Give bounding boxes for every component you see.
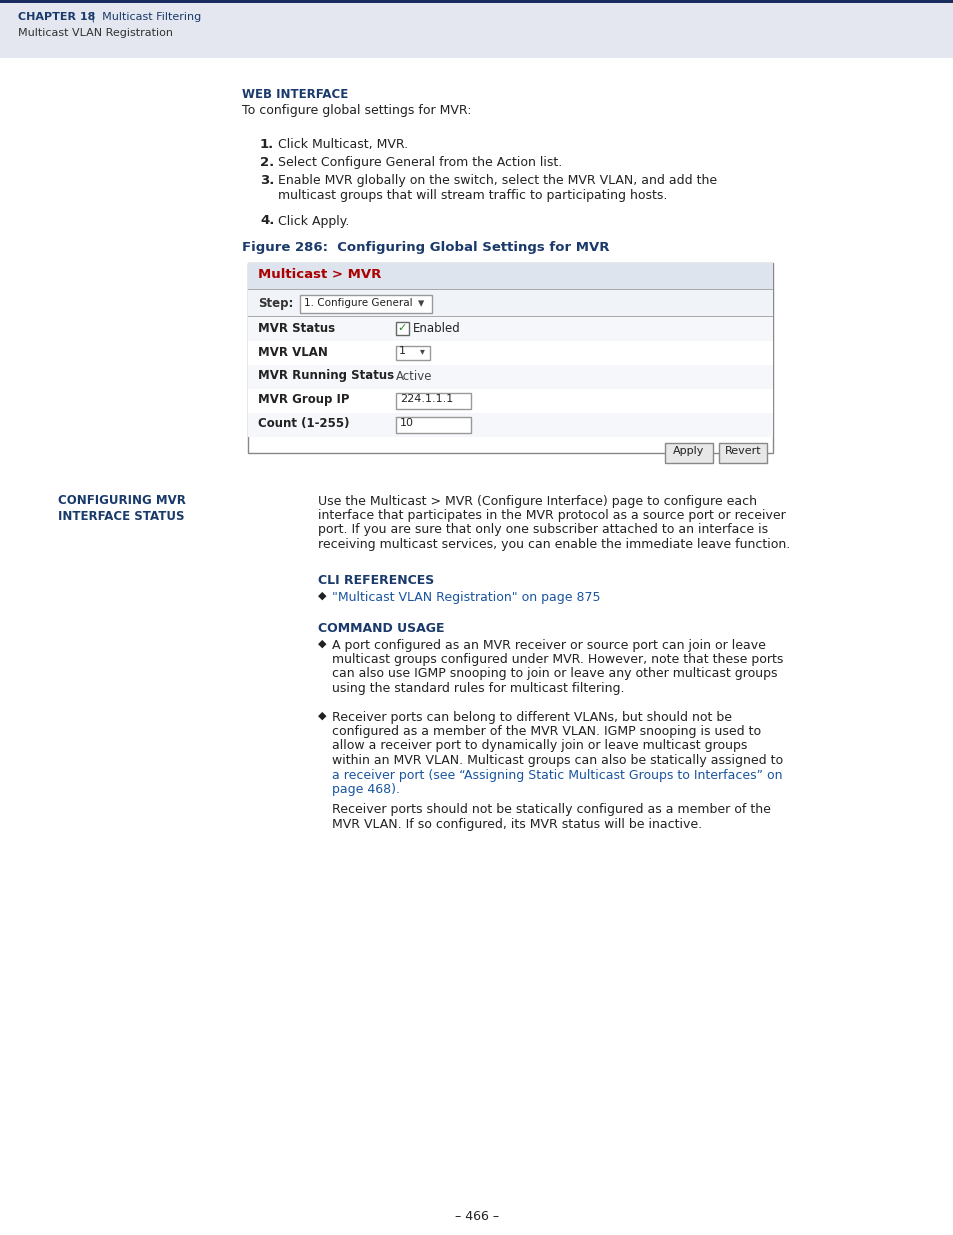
Text: Use the Multicast > MVR (Configure Interface) page to configure each: Use the Multicast > MVR (Configure Inter… <box>317 494 757 508</box>
Text: A port configured as an MVR receiver or source port can join or leave: A port configured as an MVR receiver or … <box>332 638 765 652</box>
Text: Receiver ports can belong to different VLANs, but should not be: Receiver ports can belong to different V… <box>332 710 731 724</box>
Text: multicast groups configured under MVR. However, note that these ports: multicast groups configured under MVR. H… <box>332 653 782 666</box>
Text: Multicast > MVR: Multicast > MVR <box>257 268 381 282</box>
Text: ◆: ◆ <box>317 638 326 648</box>
Bar <box>395 393 471 409</box>
Text: Revert: Revert <box>724 447 760 457</box>
Bar <box>299 294 432 312</box>
Bar <box>719 442 766 462</box>
Text: 10: 10 <box>399 419 414 429</box>
Text: – 466 –: – 466 – <box>455 1210 498 1223</box>
Text: MVR VLAN: MVR VLAN <box>257 346 328 358</box>
Text: Count (1-255): Count (1-255) <box>257 417 349 431</box>
Text: CONFIGURING MVR: CONFIGURING MVR <box>58 494 186 508</box>
Text: MVR Group IP: MVR Group IP <box>257 394 349 406</box>
Text: port. If you are sure that only one subscriber attached to an interface is: port. If you are sure that only one subs… <box>317 524 767 536</box>
Bar <box>395 321 409 335</box>
Text: ◆: ◆ <box>317 710 326 720</box>
Bar <box>664 442 712 462</box>
Text: within an MVR VLAN. Multicast groups can also be statically assigned to: within an MVR VLAN. Multicast groups can… <box>332 755 782 767</box>
Text: Enable MVR globally on the switch, select the MVR VLAN, and add the: Enable MVR globally on the switch, selec… <box>277 174 717 186</box>
Bar <box>248 263 772 452</box>
Text: Receiver ports should not be statically configured as a member of the: Receiver ports should not be statically … <box>332 804 770 816</box>
Text: 1.: 1. <box>260 138 274 151</box>
Text: 1: 1 <box>398 347 406 357</box>
Bar <box>248 316 772 341</box>
Text: 1. Configure General: 1. Configure General <box>304 298 413 308</box>
Bar <box>248 364 772 389</box>
Text: Apply: Apply <box>673 447 704 457</box>
Text: a receiver port (see “Assigning Static Multicast Groups to Interfaces” on: a receiver port (see “Assigning Static M… <box>332 768 781 782</box>
Text: "Multicast VLAN Registration" on page 875: "Multicast VLAN Registration" on page 87… <box>332 590 599 604</box>
Text: MVR Running Status: MVR Running Status <box>257 369 394 383</box>
Bar <box>0 2 953 58</box>
Bar <box>248 289 772 315</box>
Text: receiving multicast services, you can enable the immediate leave function.: receiving multicast services, you can en… <box>317 538 789 551</box>
Text: Step:: Step: <box>257 296 294 310</box>
Text: ◆: ◆ <box>317 590 326 600</box>
Text: 3.: 3. <box>260 174 274 186</box>
Text: COMMAND USAGE: COMMAND USAGE <box>317 622 444 636</box>
Text: interface that participates in the MVR protocol as a source port or receiver: interface that participates in the MVR p… <box>317 509 785 522</box>
Text: 224.1.1.1: 224.1.1.1 <box>399 394 453 405</box>
Text: Click Multicast, MVR.: Click Multicast, MVR. <box>277 138 408 151</box>
Text: Enabled: Enabled <box>413 321 460 335</box>
Text: INTERFACE STATUS: INTERFACE STATUS <box>58 510 184 524</box>
Bar <box>248 389 772 412</box>
Bar <box>248 263 772 289</box>
Text: can also use IGMP snooping to join or leave any other multicast groups: can also use IGMP snooping to join or le… <box>332 667 777 680</box>
Text: Active: Active <box>395 369 432 383</box>
Text: multicast groups that will stream traffic to participating hosts.: multicast groups that will stream traffi… <box>277 189 667 201</box>
Text: MVR Status: MVR Status <box>257 321 335 335</box>
Text: page 468).: page 468). <box>332 783 399 797</box>
Text: CHAPTER 18: CHAPTER 18 <box>18 12 95 22</box>
Text: Select Configure General from the Action list.: Select Configure General from the Action… <box>277 156 561 169</box>
Text: using the standard rules for multicast filtering.: using the standard rules for multicast f… <box>332 682 624 695</box>
Text: allow a receiver port to dynamically join or leave multicast groups: allow a receiver port to dynamically joi… <box>332 740 746 752</box>
Text: ✓: ✓ <box>396 322 406 332</box>
Text: Multicast VLAN Registration: Multicast VLAN Registration <box>18 28 172 38</box>
Text: CLI REFERENCES: CLI REFERENCES <box>317 574 434 588</box>
Text: |  Multicast Filtering: | Multicast Filtering <box>88 12 201 22</box>
Text: To configure global settings for MVR:: To configure global settings for MVR: <box>242 104 471 117</box>
Text: configured as a member of the MVR VLAN. IGMP snooping is used to: configured as a member of the MVR VLAN. … <box>332 725 760 739</box>
Bar <box>248 412 772 436</box>
Text: ▾: ▾ <box>419 347 424 357</box>
Bar <box>248 341 772 364</box>
Bar <box>0 0 953 2</box>
Text: 4.: 4. <box>260 215 274 227</box>
Bar <box>395 416 471 432</box>
Text: MVR VLAN. If so configured, its MVR status will be inactive.: MVR VLAN. If so configured, its MVR stat… <box>332 818 701 831</box>
Text: 2.: 2. <box>260 156 274 169</box>
Bar <box>395 346 430 359</box>
Text: WEB INTERFACE: WEB INTERFACE <box>242 88 348 101</box>
Text: Figure 286:  Configuring Global Settings for MVR: Figure 286: Configuring Global Settings … <box>242 241 609 253</box>
Text: ▾: ▾ <box>417 298 424 310</box>
Text: Click Apply.: Click Apply. <box>277 215 349 227</box>
